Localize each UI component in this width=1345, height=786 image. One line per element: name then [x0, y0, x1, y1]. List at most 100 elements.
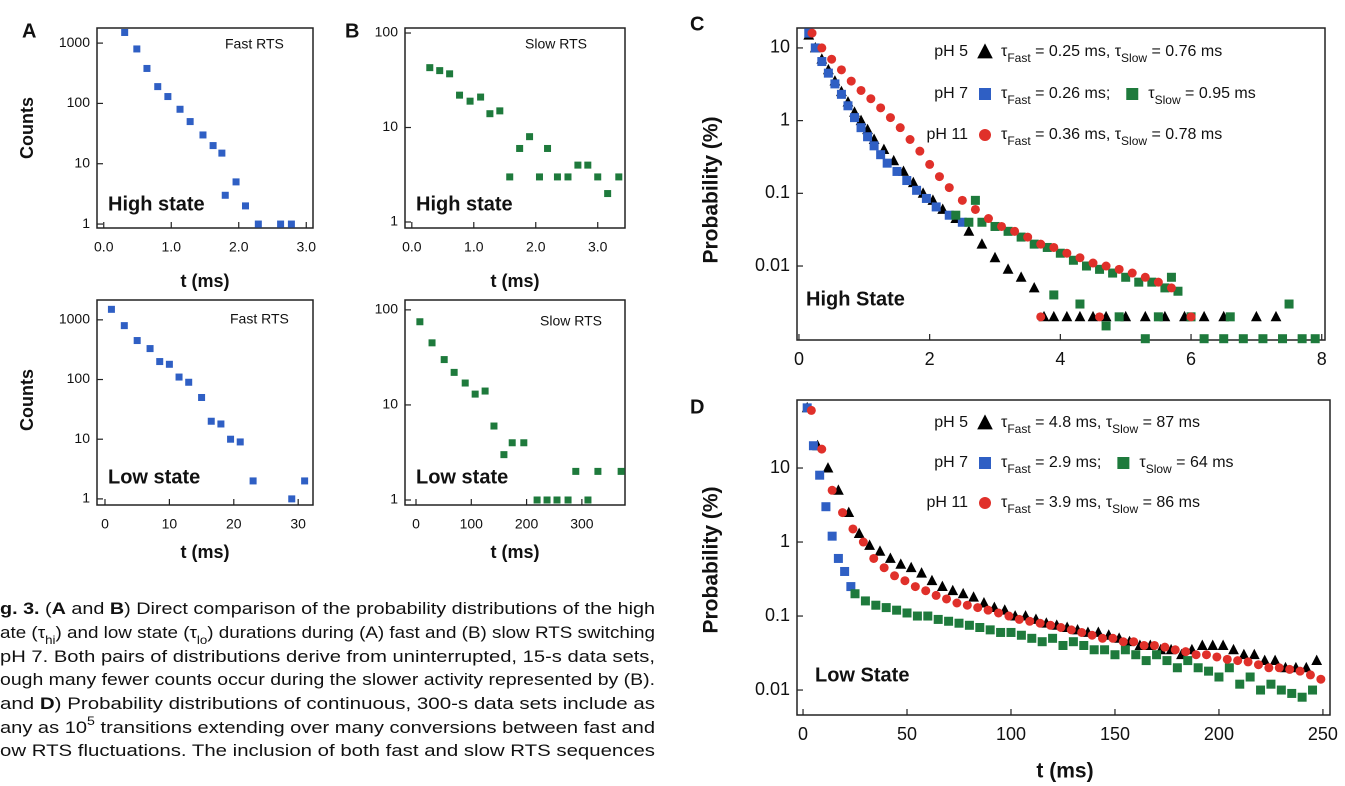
legend-name: pH 7 [934, 454, 968, 471]
circle-marker [1036, 239, 1046, 249]
square-marker [951, 210, 961, 220]
y-tick-label: 10 [770, 37, 790, 57]
legend-label-part: Slow [1121, 134, 1147, 148]
square-marker [232, 178, 240, 186]
square-marker [154, 83, 162, 91]
plot-frame [96, 299, 314, 506]
x-tick-label: 0 [101, 516, 109, 532]
panel-letter: D [690, 396, 704, 418]
annotation: Fast RTS [230, 311, 289, 327]
square-marker [830, 79, 840, 89]
x-tick-label: 200 [515, 516, 539, 532]
triangle-marker [884, 552, 896, 563]
square-marker [1048, 633, 1058, 643]
square-marker [975, 622, 985, 632]
circle-marker [890, 571, 900, 581]
legend-label-part: = 0.25 ms, τ [1031, 43, 1122, 60]
y-tick-label: 100 [375, 301, 399, 317]
square-marker [584, 496, 592, 504]
triangle-marker [1248, 648, 1260, 660]
legend-label: τFast = 0.26 ms; [1001, 85, 1110, 107]
square-marker [496, 107, 504, 115]
x-axis-label: t (ms) [1036, 760, 1093, 783]
circle-marker [1108, 633, 1118, 643]
square-marker [1235, 679, 1245, 689]
square-marker [133, 45, 141, 53]
circle-marker [1118, 637, 1128, 647]
square-marker [176, 105, 184, 113]
triangle-marker [905, 561, 917, 573]
circle-marker [1186, 312, 1196, 322]
circle-marker [931, 590, 941, 600]
caption-text: ough many fewer counts occur during the … [0, 670, 655, 689]
caption-text: pH 7. Both pairs of distributions derive… [0, 647, 655, 666]
square-marker [821, 502, 831, 512]
square-marker [217, 420, 225, 428]
y-axis-label: Probability (%) [700, 486, 723, 633]
triangle-marker [947, 584, 959, 596]
caption-text: ( [40, 599, 52, 618]
square-marker [574, 161, 582, 169]
triangle-marker [1207, 639, 1219, 650]
caption-line: and D) Probability distributions of cont… [0, 694, 655, 713]
triangle-marker [895, 558, 907, 569]
x-axis-label: t (ms) [491, 542, 540, 562]
circle-marker [1046, 620, 1056, 630]
square-marker [426, 64, 434, 72]
square-marker [1310, 334, 1320, 344]
y-tick-label: 1 [82, 490, 90, 506]
circle-marker [997, 221, 1007, 231]
square-marker [850, 589, 860, 599]
legend-marker [979, 129, 991, 141]
x-tick-label: 50 [897, 724, 917, 744]
legend-name: pH 5 [934, 414, 968, 431]
square-marker [1089, 645, 1099, 655]
circle-marker [869, 553, 879, 563]
square-marker [1153, 312, 1163, 322]
triangle-marker [1311, 654, 1323, 666]
circle-marker [856, 85, 866, 95]
caption-text: transitions extending over many conversi… [95, 718, 655, 737]
circle-marker [957, 195, 967, 205]
legend-label: τSlow = 0.95 ms [1148, 85, 1256, 107]
caption-text: ) and low state (τ [55, 623, 197, 642]
legend-marker [979, 457, 991, 469]
y-axis-label: Counts [17, 97, 37, 159]
x-tick-label: 2.0 [229, 239, 249, 255]
circle-marker [934, 172, 944, 182]
square-marker [876, 150, 886, 160]
plot-frame [404, 299, 626, 506]
circle-marker [858, 537, 868, 547]
triangle-marker [1198, 310, 1210, 322]
circle-marker [866, 94, 876, 104]
y-axis-label: Probability (%) [700, 116, 723, 263]
square-marker [977, 217, 987, 227]
square-marker [1297, 692, 1307, 702]
y-tick-label: 10 [382, 396, 398, 412]
square-marker [471, 390, 479, 398]
square-marker [520, 439, 528, 447]
square-marker [1108, 268, 1118, 278]
legend-label-part: Slow [1112, 422, 1138, 436]
triangle-marker [1028, 281, 1040, 293]
square-marker [1308, 685, 1318, 695]
circle-marker [1127, 268, 1137, 278]
legend-label-part: τ [1001, 43, 1008, 60]
circle-marker [1101, 261, 1111, 271]
square-marker [553, 173, 561, 181]
square-marker [506, 173, 514, 181]
triangle-marker [936, 580, 948, 592]
legend-label-part: = 3.9 ms, τ [1031, 494, 1113, 511]
square-marker [1224, 663, 1234, 673]
square-marker [199, 131, 207, 139]
circle-marker [905, 134, 915, 144]
square-marker [133, 337, 141, 345]
square-marker [1121, 272, 1131, 282]
y-tick-label: 100 [67, 94, 91, 110]
y-tick-label: 1000 [59, 34, 90, 50]
x-tick-label: 150 [1100, 724, 1130, 744]
circle-marker [983, 214, 993, 224]
circle-marker [848, 524, 858, 534]
